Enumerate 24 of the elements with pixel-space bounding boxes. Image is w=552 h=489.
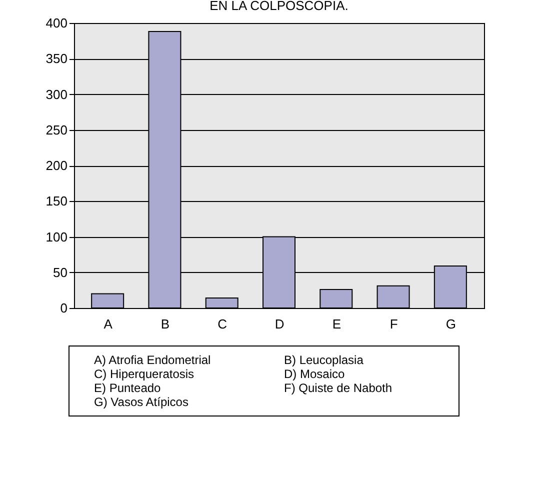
x-tick-label: E <box>332 316 342 332</box>
y-tick-label: 0 <box>60 300 68 316</box>
x-tick-label: C <box>218 316 228 332</box>
y-tick-label: 350 <box>46 51 68 66</box>
x-tick-label: G <box>446 316 456 332</box>
x-tick-label: F <box>390 316 398 332</box>
y-tick-label: 150 <box>46 194 68 209</box>
x-tick-label: D <box>274 316 284 332</box>
text: C) Hiperqueratosis <box>94 367 194 381</box>
text: B) Leucoplasia <box>284 353 364 367</box>
text: F) Quiste de Naboth <box>284 381 392 395</box>
y-tick-label: 100 <box>46 229 68 244</box>
x-tick-label: B <box>160 316 170 332</box>
chart-title: EN LA COLPOSCOPIA. <box>210 0 348 13</box>
y-tick-label: 200 <box>46 158 68 173</box>
y-tick-label: 50 <box>53 264 68 280</box>
y-tick-label: 400 <box>46 16 68 30</box>
text: D) Mosaico <box>284 367 346 381</box>
x-tick-label: A <box>104 316 113 332</box>
y-tick-label: 300 <box>46 86 68 102</box>
text: A) Atrofia Endometrial <box>94 353 211 367</box>
text: G) Vasos Atípicos <box>94 395 188 409</box>
y-tick-label: 250 <box>46 122 68 138</box>
text: E) Punteado <box>94 381 162 395</box>
